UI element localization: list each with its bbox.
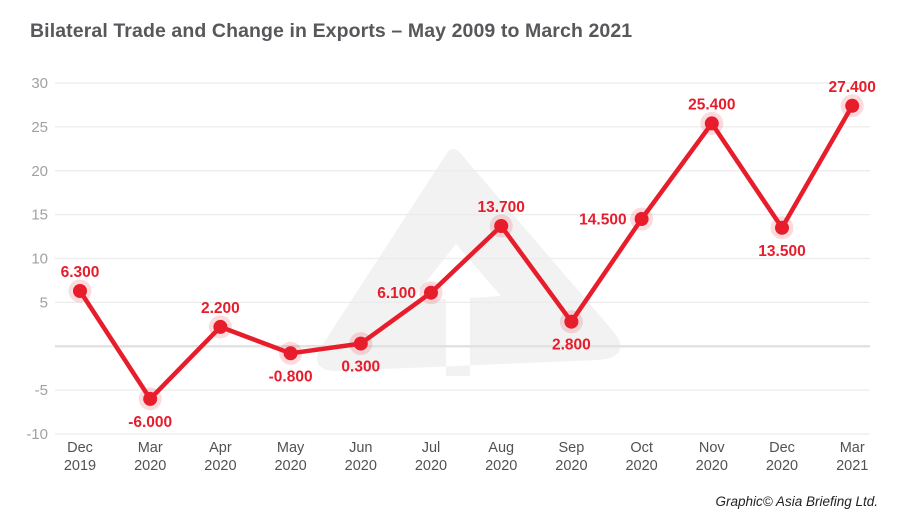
y-tick-label: -5 xyxy=(35,382,48,399)
data-point xyxy=(634,212,649,226)
y-tick-label: 25 xyxy=(31,119,48,136)
data-point-label: 0.300 xyxy=(341,359,380,376)
x-tick-label-month: Dec xyxy=(769,440,795,456)
data-point xyxy=(704,116,719,131)
data-point xyxy=(424,285,438,300)
x-tick-label-year: 2020 xyxy=(134,458,166,474)
x-tick-label-month: Nov xyxy=(699,440,726,456)
x-tick-label-month: Oct xyxy=(630,440,653,456)
x-tick-label-year: 2020 xyxy=(485,458,517,474)
x-tick-label-month: Mar xyxy=(138,440,163,456)
data-point-label: 6.300 xyxy=(61,264,100,281)
data-point xyxy=(845,98,860,113)
data-point xyxy=(353,336,368,351)
x-tick-label-month: Jul xyxy=(422,440,441,456)
x-tick-label-month: Jun xyxy=(349,440,372,456)
x-tick-label-year: 2020 xyxy=(766,458,798,474)
data-point-label: 6.100 xyxy=(377,285,416,302)
data-point-label: 27.400 xyxy=(828,79,875,96)
data-point xyxy=(213,319,228,334)
x-tick-label-year: 2020 xyxy=(274,458,306,474)
x-tick-label-month: Sep xyxy=(558,440,584,456)
y-tick-label: 5 xyxy=(40,294,48,311)
data-point xyxy=(775,220,789,235)
x-tick-label-month: Apr xyxy=(209,440,232,456)
y-tick-label: 20 xyxy=(31,163,48,180)
x-tick-label-year: 2020 xyxy=(345,458,377,474)
x-tick-label-year: 2020 xyxy=(415,458,447,474)
data-point-label: 13.500 xyxy=(758,243,805,260)
x-tick-label-month: May xyxy=(277,440,305,456)
data-point-label: -6.000 xyxy=(128,414,172,431)
data-line xyxy=(77,103,855,402)
y-tick-label: 10 xyxy=(31,251,48,268)
x-tick-label-year: 2020 xyxy=(696,458,728,474)
data-point-label: 13.700 xyxy=(477,199,524,216)
data-point xyxy=(73,284,87,298)
y-tick-label: 30 xyxy=(31,75,48,92)
data-point-label: 25.400 xyxy=(688,96,735,113)
x-tick-label-month: Dec xyxy=(67,440,93,456)
data-point xyxy=(283,346,298,361)
data-point-label: 2.800 xyxy=(552,337,591,354)
x-tick-label-year: 2021 xyxy=(836,458,868,474)
x-tick-label-year: 2020 xyxy=(625,458,657,474)
data-point xyxy=(143,391,158,406)
chart-title: Bilateral Trade and Change in Exports – … xyxy=(30,20,633,42)
credit-text: Graphic© Asia Briefing Ltd. xyxy=(715,494,878,509)
x-tick-label-year: 2020 xyxy=(555,458,587,474)
data-point-label: 2.200 xyxy=(201,300,240,317)
x-tick-label-month: Aug xyxy=(488,440,514,456)
data-point-label: -0.800 xyxy=(269,368,313,385)
x-tick-label-month: Mar xyxy=(840,440,865,456)
x-tick-label-year: 2020 xyxy=(204,458,236,474)
data-point-label: 14.500 xyxy=(579,212,626,229)
data-point xyxy=(494,219,509,233)
x-tick-label-year: 2019 xyxy=(64,458,96,474)
data-point xyxy=(564,314,579,329)
y-tick-label: -10 xyxy=(26,426,48,443)
y-tick-label: 15 xyxy=(31,207,48,224)
